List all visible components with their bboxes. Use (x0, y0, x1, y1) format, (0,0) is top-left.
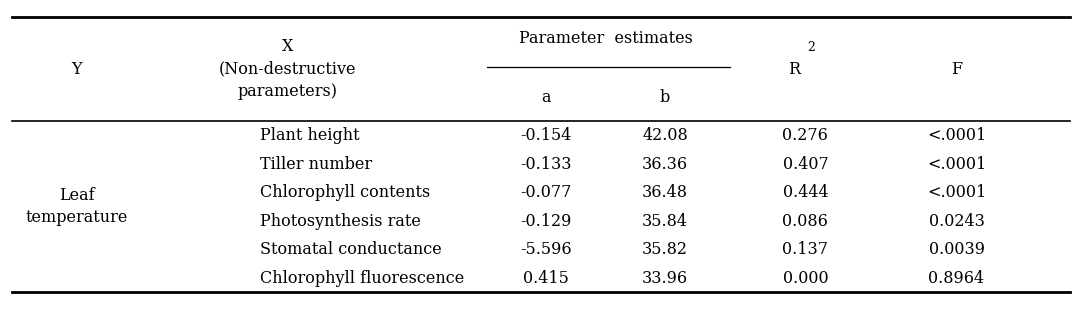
Text: 0.000: 0.000 (782, 269, 828, 286)
Text: 36.36: 36.36 (642, 156, 688, 173)
Text: Photosynthesis rate: Photosynthesis rate (261, 213, 421, 230)
Text: Chlorophyll fluorescence: Chlorophyll fluorescence (261, 269, 464, 286)
Text: 35.84: 35.84 (642, 213, 688, 230)
Text: 35.82: 35.82 (642, 241, 688, 258)
Text: 36.48: 36.48 (642, 184, 688, 201)
Text: 0.137: 0.137 (782, 241, 829, 258)
Text: Parameter  estimates: Parameter estimates (518, 30, 692, 47)
Text: -0.133: -0.133 (520, 156, 572, 173)
Text: F: F (951, 61, 962, 78)
Text: 0.0039: 0.0039 (928, 241, 985, 258)
Text: b: b (660, 89, 670, 106)
Text: 0.086: 0.086 (782, 213, 829, 230)
Text: -0.077: -0.077 (520, 184, 572, 201)
Text: <.0001: <.0001 (927, 156, 986, 173)
Text: 0.8964: 0.8964 (928, 269, 985, 286)
Text: Tiller number: Tiller number (261, 156, 372, 173)
Text: R: R (788, 61, 800, 78)
Text: Stomatal conductance: Stomatal conductance (261, 241, 443, 258)
Text: -0.154: -0.154 (520, 127, 572, 144)
Text: 0.276: 0.276 (782, 127, 829, 144)
Text: 2: 2 (807, 41, 816, 54)
Text: Chlorophyll contents: Chlorophyll contents (261, 184, 431, 201)
Text: 42.08: 42.08 (643, 127, 688, 144)
Text: 0.0243: 0.0243 (928, 213, 985, 230)
Text: 0.415: 0.415 (524, 269, 569, 286)
Text: <.0001: <.0001 (927, 127, 986, 144)
Text: Leaf
temperature: Leaf temperature (26, 187, 128, 226)
Text: Y: Y (71, 61, 82, 78)
Text: 33.96: 33.96 (642, 269, 688, 286)
Text: -5.596: -5.596 (520, 241, 572, 258)
Text: 0.407: 0.407 (782, 156, 829, 173)
Text: 0.444: 0.444 (782, 184, 828, 201)
Text: -0.129: -0.129 (520, 213, 572, 230)
Text: a: a (542, 89, 551, 106)
Text: X
(Non-destructive
parameters): X (Non-destructive parameters) (219, 38, 356, 100)
Text: Plant height: Plant height (261, 127, 360, 144)
Text: <.0001: <.0001 (927, 184, 986, 201)
